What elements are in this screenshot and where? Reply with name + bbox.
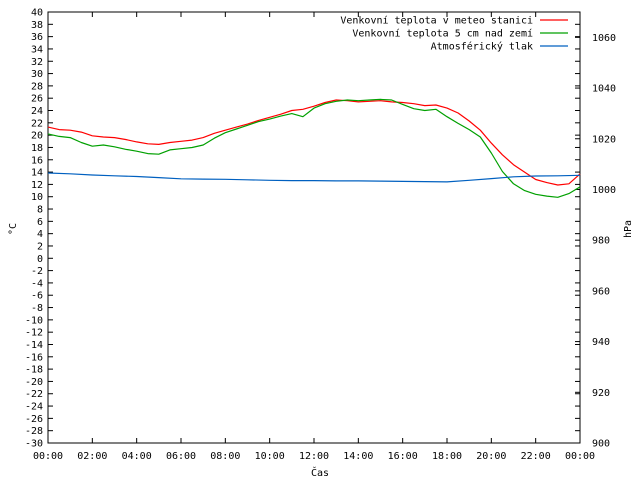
x-tick-label: 00:00 (565, 451, 595, 462)
y-tick-label: 32 (31, 57, 43, 68)
y-tick-label: 36 (31, 32, 43, 43)
series-line-1 (47, 98, 581, 198)
x-axis: 00:00 02:00 04:00 06:00 08:00 10:00 12:00 14:00… (33, 12, 595, 462)
y-tick-label: -4 (31, 278, 43, 289)
y-tick-label: 12 (31, 180, 43, 191)
y-tick-label: 26 (31, 94, 43, 105)
y2-tick-label: 1000 (592, 185, 616, 196)
y-tick-label: 40 (31, 8, 43, 19)
y-tick-label: 14 (31, 168, 43, 179)
x-tick-label: 08:00 (210, 451, 240, 462)
y-tick-label: -18 (25, 365, 43, 376)
y-tick-label: -10 (25, 315, 43, 326)
y-axis-right: 1060 1040 1020 1000 980 960 940 920 900 (575, 33, 616, 450)
y-tick-label: -22 (25, 389, 43, 400)
y-tick-label: -28 (25, 426, 43, 437)
x-tick-label: 14:00 (343, 451, 373, 462)
y-tick-label: 24 (31, 106, 43, 117)
x-tick-label: 06:00 (166, 451, 196, 462)
y-tick-label: 20 (31, 131, 43, 142)
y-tick-label: 10 (31, 192, 43, 203)
y2-tick-label: 960 (592, 286, 610, 297)
y-tick-label: -14 (25, 340, 43, 351)
x-axis-label: Čas (311, 466, 329, 479)
y-tick-label: 22 (31, 118, 43, 129)
y2-tick-label: 1040 (592, 84, 616, 95)
x-tick-label: 00:00 (33, 451, 63, 462)
y-tick-label: -16 (25, 352, 43, 363)
legend: Venkovní teplota v meteo staniciVenkovní… (340, 15, 568, 53)
y2-axis-label: hPa (623, 220, 634, 238)
y2-tick-label: 1020 (592, 134, 616, 145)
series-layer (47, 98, 581, 198)
y-tick-label: 28 (31, 81, 43, 92)
y2-tick-label: 920 (592, 388, 610, 399)
y-tick-label: -24 (25, 402, 43, 413)
x-tick-label: 16:00 (388, 451, 418, 462)
y-tick-label: -20 (25, 377, 43, 388)
y-tick-label: 16 (31, 155, 43, 166)
y-tick-label: -30 (25, 439, 43, 450)
y-tick-label: 30 (31, 69, 43, 80)
x-tick-label: 02:00 (77, 451, 107, 462)
y-tick-label: 8 (37, 205, 43, 216)
x-tick-label: 18:00 (432, 451, 462, 462)
y-axis-left: 4038363432302826242220181614121086420-2-… (25, 8, 580, 450)
y-tick-label: 2 (37, 241, 43, 252)
y-tick-label: -26 (25, 414, 43, 425)
y-tick-label: 6 (37, 217, 43, 228)
y-axis-label: °C (8, 223, 19, 235)
y-tick-label: 18 (31, 143, 43, 154)
y-tick-label: 34 (31, 44, 43, 55)
y-tick-label: -6 (31, 291, 43, 302)
x-tick-label: 20:00 (476, 451, 506, 462)
y-tick-label: 4 (37, 229, 43, 240)
y-tick-label: -2 (31, 266, 43, 277)
x-tick-label: 10:00 (255, 451, 285, 462)
y2-tick-label: 900 (592, 439, 610, 450)
x-tick-label: 22:00 (521, 451, 551, 462)
y-tick-label: 38 (31, 20, 43, 31)
y-tick-label: -12 (25, 328, 43, 339)
legend-label-1: Venkovní teplota 5 cm nad zemí (352, 28, 533, 40)
legend-label-2: Atmosférický tlak (431, 41, 533, 53)
plot-frame (47, 11, 581, 444)
y2-tick-label: 1060 (592, 33, 616, 44)
series-line-0 (47, 99, 581, 186)
y-tick-label: -8 (31, 303, 43, 314)
y2-tick-label: 940 (592, 337, 610, 348)
series-line-2 (47, 172, 581, 183)
y-tick-label: 0 (37, 254, 43, 265)
legend-label-0: Venkovní teplota v meteo stanici (340, 15, 533, 27)
y2-tick-label: 980 (592, 236, 610, 247)
x-tick-label: 04:00 (122, 451, 152, 462)
x-tick-label: 12:00 (299, 451, 329, 462)
